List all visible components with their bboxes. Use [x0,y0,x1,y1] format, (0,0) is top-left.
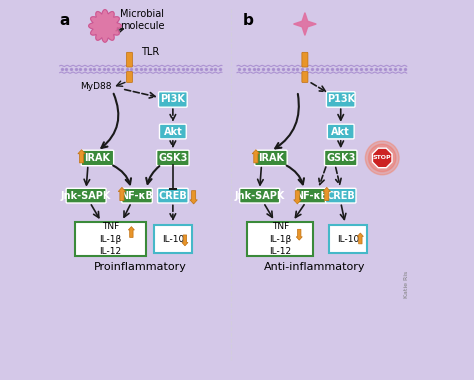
FancyBboxPatch shape [156,150,189,166]
FancyArrow shape [190,191,197,204]
Text: TNF
IL-1β
IL-12: TNF IL-1β IL-12 [269,222,292,256]
Text: IRAK: IRAK [84,153,110,163]
FancyArrow shape [128,226,135,238]
FancyArrow shape [78,150,85,163]
FancyArrow shape [118,187,126,201]
FancyBboxPatch shape [154,225,192,253]
FancyBboxPatch shape [127,71,133,82]
Text: Katie Ris: Katie Ris [404,271,409,298]
Text: MyD88: MyD88 [81,82,112,91]
Text: TNF
IL-1β
IL-12: TNF IL-1β IL-12 [100,222,122,256]
FancyBboxPatch shape [329,225,367,253]
FancyBboxPatch shape [66,188,106,203]
FancyBboxPatch shape [81,150,114,166]
Text: CREB: CREB [327,191,355,201]
Polygon shape [373,148,392,168]
Text: STOP: STOP [373,155,392,160]
Text: Anti-inflammatory: Anti-inflammatory [264,262,365,272]
Text: Akt: Akt [164,127,182,136]
FancyBboxPatch shape [158,92,187,107]
Text: PI3K: PI3K [160,95,185,105]
FancyBboxPatch shape [247,222,313,256]
Text: CREB: CREB [158,191,187,201]
FancyBboxPatch shape [255,150,287,166]
FancyBboxPatch shape [326,188,356,203]
FancyBboxPatch shape [127,52,133,67]
Text: IRAK: IRAK [258,153,284,163]
Text: Microbial
molecule: Microbial molecule [120,9,164,32]
Text: Proinflammatory: Proinflammatory [94,262,187,272]
Polygon shape [293,13,316,35]
Text: NF-κB: NF-κB [295,191,328,201]
Text: IL-10: IL-10 [162,234,184,244]
FancyArrow shape [252,150,260,163]
Circle shape [365,141,399,175]
FancyBboxPatch shape [328,124,354,139]
Text: Akt: Akt [331,127,350,136]
Text: IL-10: IL-10 [337,234,359,244]
Text: TLR: TLR [141,48,159,57]
Text: GSK3: GSK3 [326,153,356,163]
FancyBboxPatch shape [302,71,308,82]
FancyArrow shape [293,191,301,204]
FancyBboxPatch shape [157,188,188,203]
FancyBboxPatch shape [296,188,327,203]
Text: a: a [60,13,70,28]
FancyBboxPatch shape [122,188,152,203]
FancyBboxPatch shape [325,150,357,166]
FancyBboxPatch shape [159,124,186,139]
Text: GSK3: GSK3 [158,153,188,163]
FancyBboxPatch shape [240,188,280,203]
FancyBboxPatch shape [302,52,308,67]
Text: P13K: P13K [327,95,355,105]
FancyArrow shape [182,235,188,246]
FancyArrow shape [357,233,364,244]
FancyBboxPatch shape [327,92,355,107]
Text: NF-κB: NF-κB [120,191,154,201]
FancyArrow shape [323,187,330,201]
Text: b: b [243,13,254,28]
FancyBboxPatch shape [75,222,146,256]
Circle shape [368,144,396,172]
Text: Jnk-SAPK: Jnk-SAPK [61,191,111,201]
FancyArrow shape [296,229,302,240]
Text: Jnk-SAPK: Jnk-SAPK [235,191,285,201]
Polygon shape [89,10,121,42]
